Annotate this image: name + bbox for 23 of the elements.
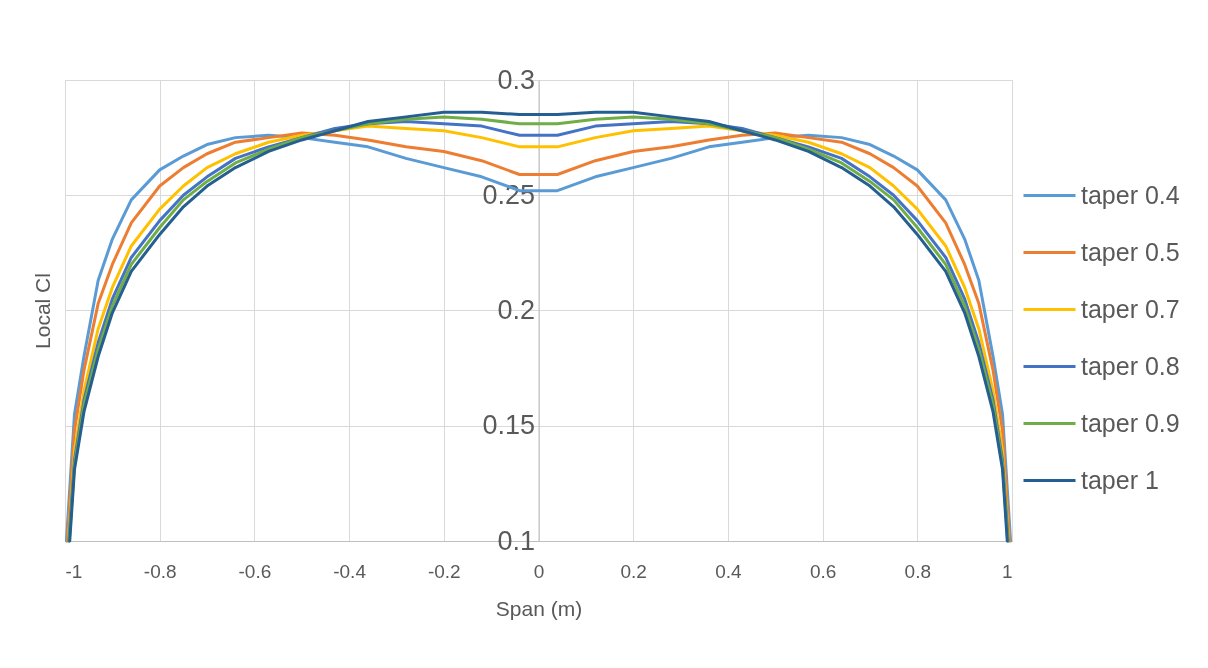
x-tick-label: 1 bbox=[1001, 560, 1013, 582]
x-tick-label: -0.4 bbox=[333, 560, 367, 582]
legend-label: taper 0.4 bbox=[1081, 180, 1180, 209]
y-tick-label: 0.1 bbox=[497, 525, 535, 556]
x-axis-title: Span (m) bbox=[495, 596, 583, 620]
x-tick-label: -1 bbox=[65, 560, 83, 582]
y-tick-label: 0.3 bbox=[497, 64, 535, 95]
legend-label: taper 0.9 bbox=[1081, 408, 1180, 437]
legend-label: taper 0.7 bbox=[1081, 294, 1180, 323]
x-tick-label: -0.2 bbox=[427, 560, 461, 582]
y-axis-title: Local Cl bbox=[30, 273, 54, 349]
legend-label: taper 1 bbox=[1081, 465, 1159, 494]
x-tick-label: 0.2 bbox=[620, 560, 647, 582]
x-tick-label: -0.8 bbox=[143, 560, 177, 582]
x-tick-label: 0.8 bbox=[904, 560, 932, 582]
legend-label: taper 0.5 bbox=[1081, 237, 1180, 266]
legend-label: taper 0.8 bbox=[1081, 351, 1180, 380]
x-tick-label: 0 bbox=[533, 560, 545, 582]
x-tick-label: 0.6 bbox=[809, 560, 837, 582]
y-tick-label: 0.2 bbox=[497, 295, 535, 325]
x-tick-label: 0.4 bbox=[715, 560, 743, 582]
x-tick-label: -0.6 bbox=[238, 560, 272, 582]
y-tick-label: 0.15 bbox=[482, 410, 535, 441]
